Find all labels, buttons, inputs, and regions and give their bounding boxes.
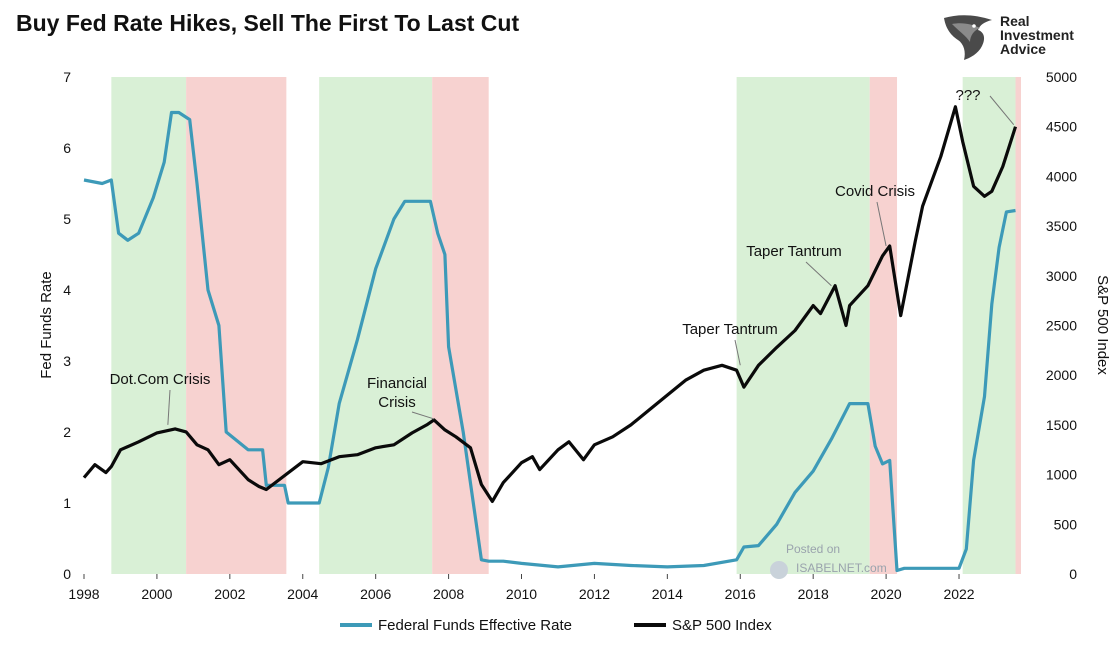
annotation-label: Financial	[367, 375, 427, 392]
hike-period-band-1	[319, 77, 433, 574]
y-tick-label-left: 7	[63, 69, 71, 85]
x-tick-label: 2004	[287, 586, 318, 602]
legend: Federal Funds Effective Rate S&P 500 Ind…	[340, 617, 772, 634]
y-tick-label-right: 3500	[1046, 218, 1077, 234]
globe-icon	[770, 561, 788, 579]
eagle-icon	[944, 15, 992, 60]
watermark-line-1: Posted on	[786, 542, 840, 556]
y-tick-label-right: 4500	[1046, 119, 1077, 135]
y-tick-label-right: 4000	[1046, 168, 1077, 184]
annotations: Dot.Com Crisis Financial Crisis Taper Tantr…	[110, 87, 1015, 425]
x-tick-label: 2014	[652, 586, 683, 602]
y-tick-label-right: 3000	[1046, 268, 1077, 284]
x-tick-label: 2002	[214, 586, 245, 602]
x-tick-label: 2006	[360, 586, 391, 602]
cut-period-band-1	[432, 77, 489, 574]
annotation-label: Crisis	[378, 394, 416, 411]
y-tick-label-right: 2500	[1046, 318, 1077, 334]
y-tick-label-left: 5	[63, 211, 71, 227]
annotation-leader-line	[876, 201, 887, 247]
chart-title: Buy Fed Rate Hikes, Sell The First To La…	[16, 10, 520, 36]
annotation-label: Taper Tantrum	[682, 321, 778, 338]
annotation-leader-line	[989, 95, 1015, 126]
legend-label-fed: Federal Funds Effective Rate	[378, 617, 572, 634]
x-tick-label: 2000	[141, 586, 172, 602]
y-tick-label-left: 1	[63, 495, 71, 511]
brand-line-2: Investment	[1000, 27, 1074, 43]
x-tick-label: 1998	[68, 586, 99, 602]
x-tick-label: 2008	[433, 586, 464, 602]
x-tick-label: 2022	[943, 586, 974, 602]
brand-line-1: Real	[1000, 13, 1030, 29]
x-tick-label: 2020	[871, 586, 902, 602]
series-lines	[82, 105, 1018, 573]
fed-funds-rate-line	[83, 110, 1016, 573]
annotation-label: Dot.Com Crisis	[110, 371, 211, 388]
y-tick-label-left: 0	[63, 566, 71, 582]
cut-period-band-3	[1015, 77, 1021, 574]
y-tick-label-left: 3	[63, 353, 71, 369]
annotation-label: Taper Tantrum	[746, 243, 842, 260]
brand-name: Real Investment Advice	[1000, 14, 1074, 56]
x-tick-label: 2012	[579, 586, 610, 602]
annotation-label: ???	[955, 87, 980, 104]
y-tick-label-right: 0	[1069, 566, 1077, 582]
y-axis-title-left: Fed Funds Rate	[38, 271, 55, 379]
x-tick-label: 2010	[506, 586, 537, 602]
y-tick-label-left: 4	[63, 282, 71, 298]
brand-logo: Real Investment Advice	[940, 12, 1110, 62]
watermark-line-2: ISABELNET.com	[796, 561, 887, 575]
y-tick-label-right: 1500	[1046, 417, 1077, 433]
y-tick-label-right: 1000	[1046, 467, 1077, 483]
annotation-leader-line	[411, 411, 435, 420]
brand-line-3: Advice	[1000, 41, 1046, 57]
sp500-index-line	[82, 105, 1018, 503]
shaded-periods	[111, 77, 1021, 574]
y-tick-label-right: 5000	[1046, 69, 1077, 85]
x-tick-label: 2016	[725, 586, 756, 602]
annotation-leader-line	[734, 339, 741, 366]
legend-label-sp500: S&P 500 Index	[672, 617, 772, 634]
y-axis-title-right: S&P 500 Index	[1094, 275, 1111, 375]
y-tick-label-right: 2000	[1046, 367, 1077, 383]
annotation-leader-line	[805, 261, 832, 287]
y-tick-label-left: 2	[63, 424, 71, 440]
x-tick-label: 2018	[798, 586, 829, 602]
hike-period-band-0	[111, 77, 187, 574]
y-tick-label-left: 6	[63, 140, 71, 156]
annotation-leader-line	[167, 389, 171, 425]
cut-period-band-0	[186, 77, 287, 574]
annotation-label: Covid Crisis	[835, 183, 915, 200]
watermark: Posted on ISABELNET.com	[770, 542, 887, 579]
axis-ticks: 1998 2000 2002 2004 2006 2008 2010 2012 2014 2016…	[63, 69, 1077, 602]
y-tick-label-right: 500	[1054, 516, 1078, 532]
